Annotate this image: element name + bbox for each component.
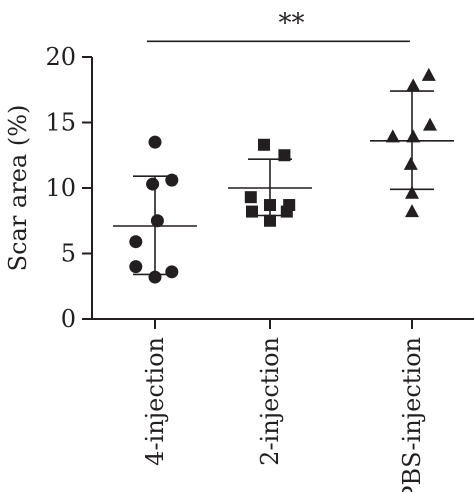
y-ticks: 0 5 10 15 20	[45, 43, 92, 333]
data-point-square	[246, 205, 258, 218]
y-tick-label: 20	[45, 43, 76, 71]
data-point-triangle	[406, 129, 421, 143]
data-point-triangle	[421, 67, 436, 81]
data-point-triangle	[405, 204, 419, 218]
data-point-circle	[146, 177, 160, 191]
y-tick-label: 10	[45, 174, 76, 202]
data-point-triangle	[406, 78, 421, 92]
data-point-triangle	[385, 129, 400, 143]
y-tick-label: 0	[61, 305, 76, 333]
data-point-square	[244, 191, 257, 204]
data-point-triangle	[423, 117, 437, 131]
data-point-triangle	[403, 156, 418, 170]
x-category-label: PBS-injection	[398, 337, 426, 492]
data-point-square	[258, 138, 270, 151]
y-tick-label: 5	[61, 240, 76, 268]
data-point-circle	[148, 135, 162, 149]
data-point-circle	[129, 260, 143, 274]
data-point-square	[264, 214, 276, 227]
x-category-labels: 4-injection 2-injection PBS-injection	[141, 319, 426, 492]
data-point-square	[280, 205, 293, 218]
data-point-square	[278, 149, 291, 162]
data-point-circle	[165, 265, 179, 279]
data-point-square	[264, 199, 276, 212]
y-axis-label: Scar area (%)	[4, 105, 32, 272]
significance-label: **	[279, 8, 305, 38]
y-tick-label: 15	[45, 109, 76, 137]
data-point-circle	[148, 270, 162, 284]
data-points	[129, 67, 437, 284]
data-point-circle	[150, 214, 164, 228]
data-point-circle	[165, 173, 179, 187]
data-point-triangle	[405, 185, 419, 199]
x-category-label: 4-injection	[141, 337, 169, 466]
mean-sd-bars	[113, 90, 454, 276]
x-category-label: 2-injection	[256, 337, 284, 466]
data-point-circle	[129, 235, 143, 249]
significance-annotation: **	[147, 8, 410, 43]
